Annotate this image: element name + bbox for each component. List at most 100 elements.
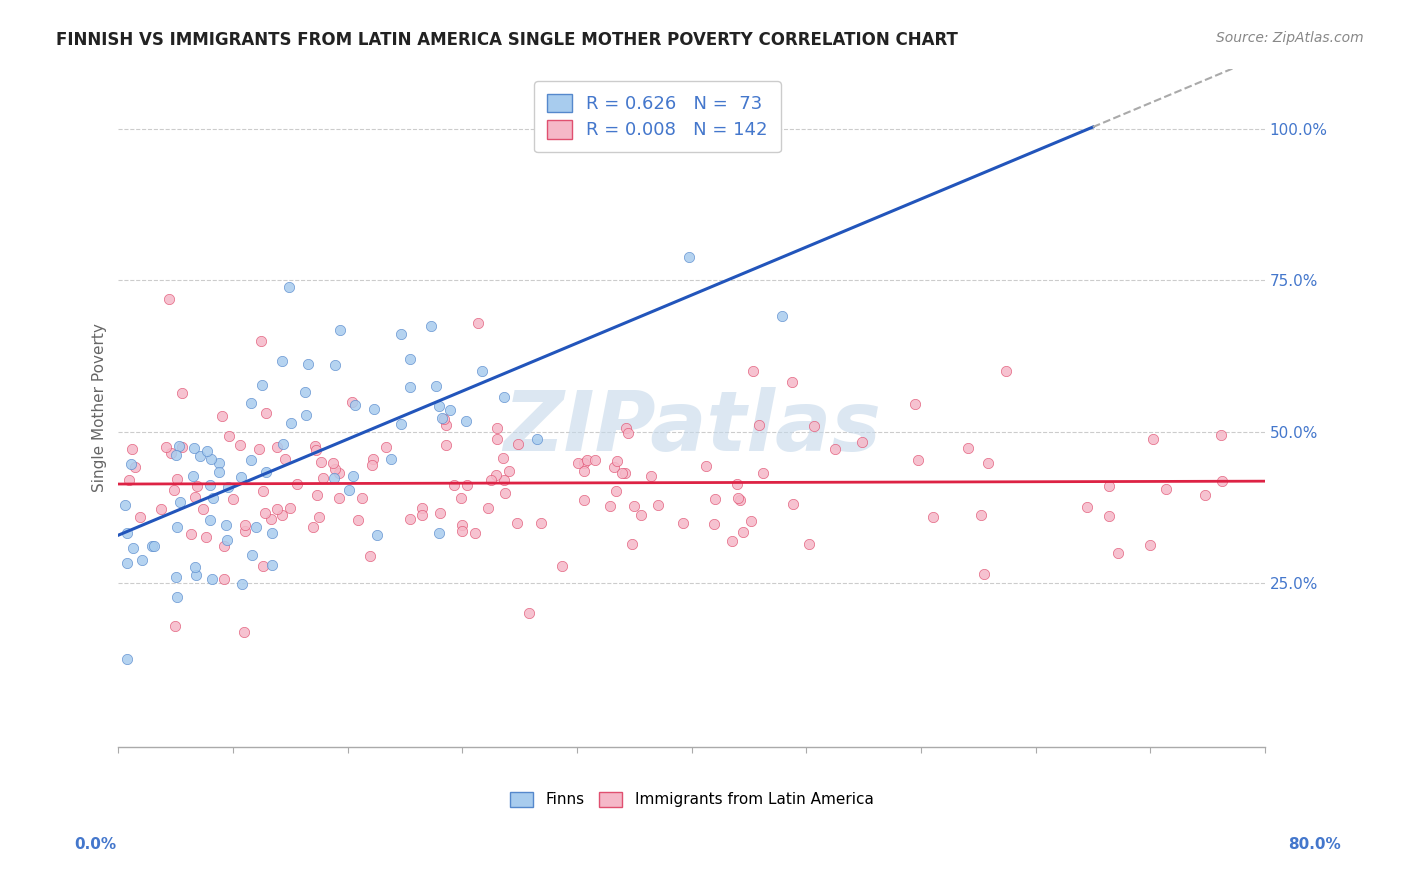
- Point: [526, 432, 548, 446]
- Point: [231, 470, 253, 484]
- Point: [240, 396, 263, 410]
- Point: [181, 469, 204, 483]
- Point: [115, 525, 138, 540]
- Point: [149, 501, 172, 516]
- Point: [623, 499, 645, 513]
- Point: [115, 652, 138, 666]
- Point: [114, 498, 136, 512]
- Point: [436, 438, 458, 452]
- Text: FINNISH VS IMMIGRANTS FROM LATIN AMERICA SINGLE MOTHER POVERTY CORRELATION CHART: FINNISH VS IMMIGRANTS FROM LATIN AMERICA…: [56, 31, 957, 49]
- Point: [398, 512, 420, 526]
- Point: [266, 440, 288, 454]
- Point: [233, 624, 256, 639]
- Point: [485, 432, 508, 446]
- Point: [797, 537, 820, 551]
- Point: [143, 539, 166, 553]
- Point: [340, 394, 363, 409]
- Point: [217, 480, 239, 494]
- Point: [614, 421, 637, 435]
- Point: [166, 570, 188, 584]
- Point: [280, 416, 302, 430]
- Point: [305, 488, 328, 502]
- Point: [770, 309, 793, 323]
- Point: [620, 537, 643, 551]
- Point: [780, 376, 803, 390]
- Legend: Finns, Immigrants from Latin America: Finns, Immigrants from Latin America: [503, 785, 880, 814]
- Point: [389, 327, 412, 342]
- Point: [429, 506, 451, 520]
- Point: [304, 439, 326, 453]
- Point: [572, 464, 595, 478]
- Point: [630, 508, 652, 522]
- Point: [184, 491, 207, 505]
- Point: [741, 364, 763, 378]
- Point: [484, 467, 506, 482]
- Point: [492, 474, 515, 488]
- Point: [782, 497, 804, 511]
- Point: [346, 513, 368, 527]
- Point: [567, 456, 589, 470]
- Point: [464, 525, 486, 540]
- Point: [1194, 488, 1216, 502]
- Point: [198, 478, 221, 492]
- Point: [454, 414, 477, 428]
- Text: Source: ZipAtlas.com: Source: ZipAtlas.com: [1216, 31, 1364, 45]
- Point: [170, 440, 193, 454]
- Point: [252, 378, 274, 392]
- Point: [614, 467, 637, 481]
- Point: [366, 527, 388, 541]
- Point: [434, 418, 457, 433]
- Point: [467, 316, 489, 330]
- Point: [450, 491, 472, 506]
- Point: [456, 477, 478, 491]
- Point: [249, 442, 271, 457]
- Point: [1098, 479, 1121, 493]
- Point: [1142, 432, 1164, 446]
- Point: [342, 469, 364, 483]
- Point: [425, 379, 447, 393]
- Point: [297, 357, 319, 371]
- Point: [492, 390, 515, 404]
- Point: [1211, 428, 1233, 442]
- Point: [508, 436, 530, 450]
- Point: [363, 402, 385, 417]
- Point: [129, 510, 152, 524]
- Point: [380, 452, 402, 467]
- Point: [640, 469, 662, 483]
- Point: [323, 359, 346, 373]
- Point: [208, 456, 231, 470]
- Point: [1076, 500, 1098, 514]
- Point: [824, 442, 846, 456]
- Point: [323, 462, 346, 476]
- Point: [242, 548, 264, 562]
- Point: [200, 452, 222, 467]
- Point: [169, 494, 191, 508]
- Point: [120, 458, 142, 472]
- Point: [752, 466, 775, 480]
- Point: [427, 526, 450, 541]
- Point: [748, 418, 770, 433]
- Point: [214, 517, 236, 532]
- Point: [285, 477, 308, 491]
- Point: [233, 524, 256, 538]
- Point: [411, 508, 433, 523]
- Point: [603, 459, 626, 474]
- Point: [260, 512, 283, 526]
- Point: [977, 456, 1000, 470]
- Point: [278, 500, 301, 515]
- Point: [328, 491, 350, 505]
- Point: [517, 607, 540, 621]
- Point: [443, 478, 465, 492]
- Point: [1107, 546, 1129, 560]
- Point: [970, 508, 993, 523]
- Point: [427, 399, 450, 413]
- Point: [695, 458, 717, 473]
- Point: [305, 442, 328, 457]
- Point: [180, 526, 202, 541]
- Point: [217, 533, 239, 548]
- Point: [131, 553, 153, 567]
- Point: [308, 509, 330, 524]
- Point: [471, 363, 494, 377]
- Text: ZIPatlas: ZIPatlas: [503, 387, 880, 468]
- Point: [350, 491, 373, 505]
